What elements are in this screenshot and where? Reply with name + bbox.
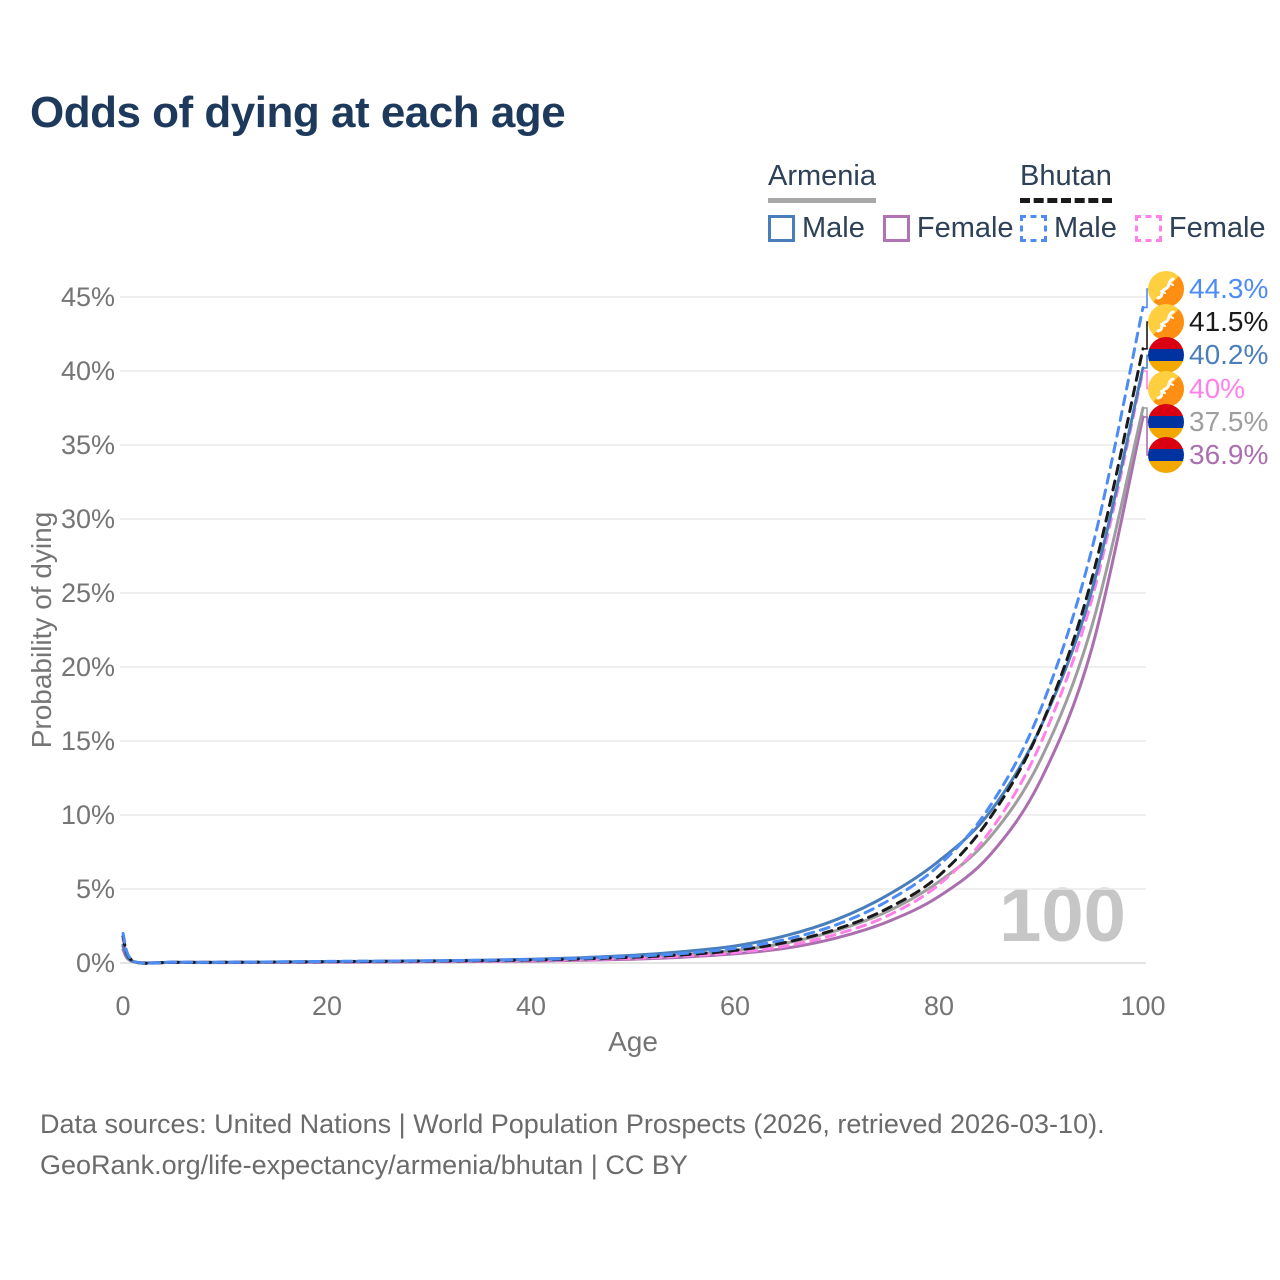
end-label-armenia: 37.5% <box>1148 403 1269 440</box>
legend-swatch-solid <box>768 215 795 242</box>
legend-country-label: Bhutan <box>1020 160 1112 203</box>
series-line-armenia-male <box>121 366 1145 965</box>
y-tick-label: 45% <box>60 282 115 312</box>
series-line-armenia <box>121 406 1145 965</box>
x-tick-label: 0 <box>115 991 131 1021</box>
end-label-bhutan: 41.5% <box>1148 304 1269 341</box>
footer: Data sources: United Nations | World Pop… <box>40 1104 1105 1186</box>
bhutan-flag-icon <box>1148 271 1184 307</box>
legend-item-bhutan-male[interactable]: Male <box>1020 212 1117 245</box>
legend-swatch-solid <box>882 215 910 242</box>
legend-item-label: Male <box>1054 212 1117 244</box>
y-tick-label: 30% <box>60 504 115 534</box>
legend-item-armenia-female[interactable]: Female <box>882 212 1014 245</box>
legend-item-bhutan-female[interactable]: Female <box>1134 212 1266 245</box>
y-tick-label: 40% <box>60 356 115 386</box>
x-tick-label: 40 <box>515 991 547 1021</box>
legend-swatch-dashed <box>1020 215 1047 242</box>
footer-attribution: GeoRank.org/life-expectancy/armenia/bhut… <box>40 1150 688 1180</box>
legend-swatch-dashed <box>1134 215 1162 242</box>
end-label-bhutan-male: 44.3% <box>1148 271 1268 307</box>
end-label-value: 37.5% <box>1189 405 1269 437</box>
legend-group-bhutan: Bhutan Male Female <box>1020 160 1280 245</box>
legend-item-label: Female <box>1168 212 1266 244</box>
x-tick-label: 100 <box>1120 991 1166 1021</box>
x-axis-title: Age <box>608 1026 658 1057</box>
series-line-bhutan-male <box>121 305 1145 965</box>
y-tick-label: 0% <box>75 948 115 978</box>
legend-group-armenia: Armenia Male Female <box>768 160 1032 245</box>
x-tick-label: 80 <box>923 991 955 1021</box>
armenia-flag-icon <box>1148 437 1184 473</box>
series-line-bhutan <box>121 347 1145 965</box>
bhutan-flag-icon <box>1148 370 1184 407</box>
end-label-value: 40.2% <box>1189 339 1269 371</box>
y-tick-label: 25% <box>60 578 115 608</box>
y-tick-label: 35% <box>60 430 115 460</box>
page-title: Odds of dying at each age <box>30 88 566 137</box>
end-label-bhutan-female: 40% <box>1148 370 1246 407</box>
age-watermark: 100 <box>999 873 1126 958</box>
end-label-value: 40% <box>1189 372 1246 404</box>
series-line-armenia-female <box>121 415 1145 965</box>
legend-item-label: Male <box>802 212 865 244</box>
y-tick-label: 15% <box>60 726 115 756</box>
end-label-value: 41.5% <box>1189 306 1269 338</box>
y-tick-label: 10% <box>60 800 115 830</box>
x-tick-label: 60 <box>719 991 751 1021</box>
end-label-armenia-female: 36.9% <box>1148 437 1268 473</box>
y-tick-label: 5% <box>75 874 115 904</box>
legend-item-label: Female <box>916 212 1014 244</box>
armenia-flag-icon <box>1148 403 1184 440</box>
legend-country-label: Armenia <box>768 160 876 203</box>
footer-data-sources: Data sources: United Nations | World Pop… <box>40 1109 1105 1139</box>
x-tick-label: 20 <box>311 991 343 1021</box>
end-label-value: 44.3% <box>1189 273 1269 304</box>
end-label-armenia-male: 40.2% <box>1148 337 1269 374</box>
bhutan-flag-icon <box>1148 304 1184 341</box>
end-label-value: 36.9% <box>1189 439 1269 470</box>
armenia-flag-icon <box>1148 337 1184 374</box>
y-tick-label: 20% <box>60 652 115 682</box>
legend-item-armenia-male[interactable]: Male <box>768 212 865 245</box>
